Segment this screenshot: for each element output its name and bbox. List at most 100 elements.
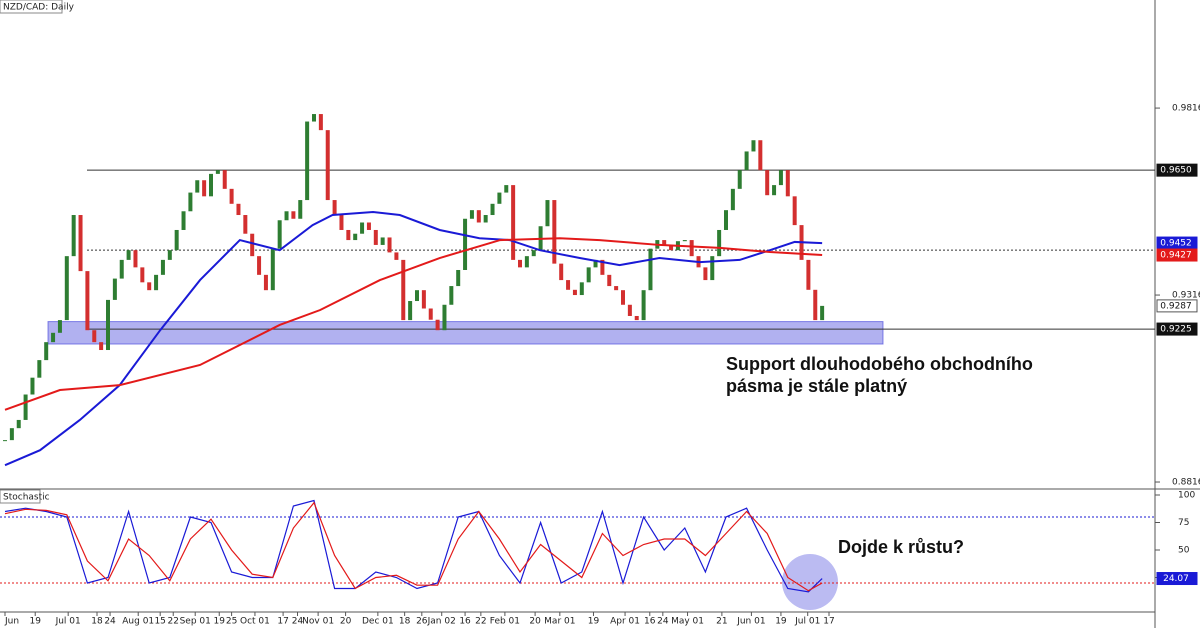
price-tag-label: 0.9427 [1160,251,1192,261]
candle [147,282,152,291]
x-tick-label: 19 [775,617,787,627]
candle [751,140,756,152]
x-tick-label: 25 [226,617,237,627]
stoch-annotation: Dojde k růstu? [838,537,964,557]
candle [689,240,694,257]
x-tick-label: Dec 01 [362,617,394,627]
candle [641,290,646,321]
candle [257,256,262,275]
candle [85,271,90,331]
stoch-tick-label: 100 [1178,491,1195,501]
y-tick-label: 0.9816 [1172,104,1200,114]
moving-average [4,211,823,467]
candle [312,114,316,122]
candle [188,192,193,212]
candle [353,233,358,241]
x-tick-label: 16 [644,617,656,627]
annotation: pásma je stále platný [726,376,907,396]
x-tick-label: 20 [529,617,541,627]
candle [730,188,735,211]
candle [449,286,454,305]
x-tick-label: 20 [340,617,352,627]
candle [174,229,179,251]
price-tag [1156,299,1198,313]
candle [92,330,97,343]
x-tick-label: Feb 01 [490,617,520,627]
stoch-tick-label: 75 [1178,518,1189,528]
candle [126,250,131,260]
x-tick-label: 16 [459,617,471,627]
price-tag [1156,248,1198,262]
candle [792,196,797,226]
candle [415,290,419,302]
x-tick-label: Mar 01 [544,617,575,627]
candle [401,259,406,321]
candle [154,274,159,291]
x-tick-label: 18 [91,617,103,627]
stoch-line [4,501,823,592]
candle [30,377,35,395]
candle [209,173,213,197]
candle [16,419,21,429]
x-tick-label: 22 [168,617,179,627]
x-tick-label: 24 [292,617,304,627]
candle [710,256,715,281]
candle [57,320,62,333]
price-tag-label: 0.9287 [1160,301,1192,311]
x-tick-label: May 01 [671,617,704,627]
candle [511,185,516,260]
candle [566,280,571,290]
candle [765,170,770,196]
candle [202,180,207,197]
candle [160,259,165,275]
candle [627,304,632,316]
candle [524,256,529,268]
x-tick-label: Nov 01 [302,617,334,627]
candle [703,267,708,281]
candle [360,222,365,234]
candle [339,215,344,230]
candle [469,210,474,219]
candle [140,267,145,283]
candle [277,220,282,249]
candle [380,237,385,245]
candle [243,215,248,234]
price-tag [1156,322,1198,336]
candle [717,229,722,257]
candle [531,250,536,257]
candle [724,210,728,230]
candle [785,170,790,197]
candle [112,278,117,300]
candle [195,180,200,193]
candle [181,211,186,230]
candle [270,248,275,291]
candle [682,240,687,242]
candle [37,360,42,378]
candle [428,308,433,320]
annotation: Support dlouhodobého obchodního [726,354,1033,374]
candle [71,215,76,257]
moving-average [4,237,823,411]
price-tag [1156,163,1198,177]
x-tick-label: 15 [154,617,165,627]
candle [572,289,577,296]
candle [476,210,481,223]
candle [421,290,426,309]
candle [284,211,289,221]
y-tick-label: 0.8816 [1172,478,1200,488]
candle [373,229,378,245]
candle [579,282,584,296]
candle [332,200,337,216]
stoch-tick-label: 50 [1178,546,1190,556]
x-tick-label: 24 [657,617,669,627]
x-tick-label: 21 [716,617,727,627]
label-box [0,0,63,14]
price-tag-label: 0.9225 [1160,325,1192,335]
candle [772,185,777,196]
candle [64,256,69,321]
candle [483,215,488,223]
candle [559,263,564,281]
candle [813,289,818,321]
candle [23,394,28,420]
